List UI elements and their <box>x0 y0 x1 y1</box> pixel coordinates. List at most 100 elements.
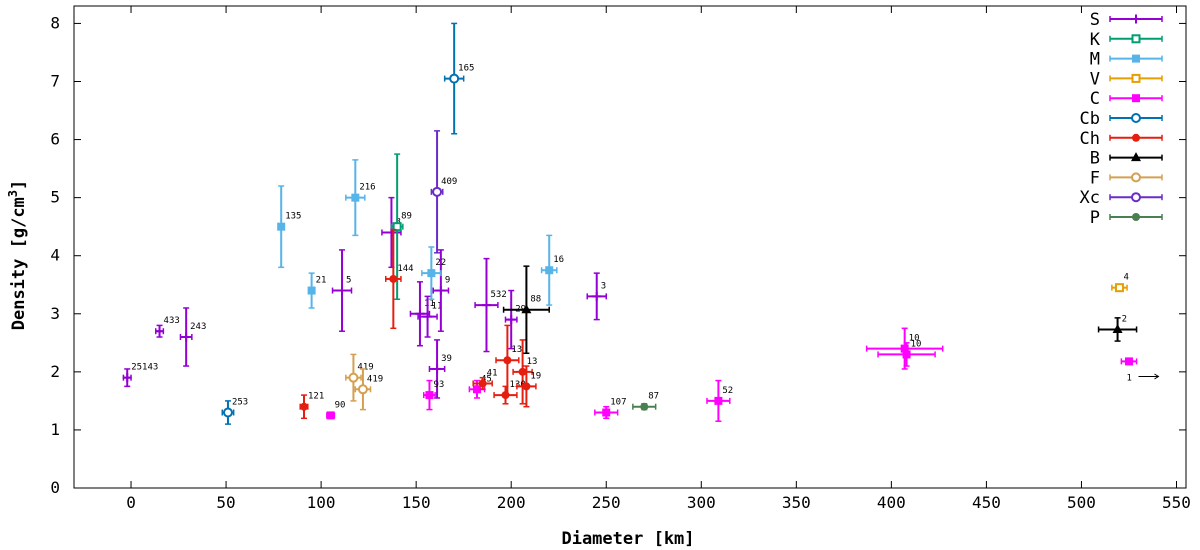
point-label: 253 <box>232 398 248 408</box>
legend-marker <box>1132 213 1140 221</box>
x-tick-label: 150 <box>402 493 431 512</box>
point-marker <box>522 382 531 391</box>
point-label: 22 <box>435 258 446 268</box>
data-point: 2 <box>1097 314 1138 342</box>
data-point: 216 <box>345 159 376 237</box>
data-point: 87 <box>632 392 659 411</box>
y-tick-label: 7 <box>50 71 60 90</box>
legend-label: P <box>1090 208 1100 228</box>
data-point: 93 <box>423 379 444 411</box>
data-point: 52 <box>706 379 733 422</box>
x-tick-label: 550 <box>1162 493 1191 512</box>
point-label: 409 <box>441 177 457 187</box>
legend-label: V <box>1090 69 1100 89</box>
y-tick-label: 6 <box>50 130 60 149</box>
point-label: 135 <box>285 212 301 222</box>
legend-entry-b: B <box>1090 149 1163 169</box>
point-label: 216 <box>359 183 375 193</box>
y-tick-label: 1 <box>50 420 60 439</box>
x-tick-label: 400 <box>877 493 906 512</box>
point-label: 3 <box>601 281 606 291</box>
point-label: 165 <box>458 64 474 74</box>
point-label: 11 <box>424 299 435 309</box>
legend-marker <box>1131 172 1141 183</box>
point-label: 532 <box>490 290 506 300</box>
point-marker <box>348 372 359 383</box>
point-label: 16 <box>553 255 564 265</box>
point-marker <box>472 385 481 394</box>
point-label: 19 <box>530 371 541 381</box>
x-tick-label: 0 <box>126 493 136 512</box>
point-label: 87 <box>648 392 659 402</box>
x-tick-label: 300 <box>687 493 716 512</box>
point-marker <box>436 286 446 296</box>
series-m: 135 21 216 22 16 <box>277 159 564 309</box>
point-marker <box>714 396 723 405</box>
data-point: 10 <box>877 339 936 367</box>
series-xc: 409 <box>430 130 457 254</box>
legend-marker <box>1132 133 1140 142</box>
point-marker <box>1124 357 1133 366</box>
point-marker <box>392 222 402 232</box>
legend-marker <box>1131 152 1141 162</box>
legend-label: F <box>1090 168 1100 188</box>
point-marker <box>521 304 532 314</box>
point-marker <box>181 332 191 342</box>
y-tick-label: 0 <box>50 478 60 497</box>
legend-label: K <box>1090 30 1101 50</box>
point-marker <box>902 350 911 359</box>
legend-entry-p: P <box>1090 208 1163 228</box>
legend-marker <box>1131 73 1141 83</box>
series-cb: 165 253 <box>221 22 474 425</box>
point-marker <box>900 344 909 353</box>
y-tick-label: 8 <box>50 13 60 32</box>
point-label: 88 <box>530 295 541 305</box>
x-tick-label: 450 <box>972 493 1001 512</box>
legend-entry-cb: Cb <box>1080 109 1163 129</box>
legend-label: B <box>1090 149 1100 169</box>
point-marker <box>423 312 433 322</box>
data-point: 11 <box>409 281 435 347</box>
data-point: 107 <box>594 398 627 420</box>
point-marker <box>449 73 460 84</box>
x-tick-label: 350 <box>782 493 811 512</box>
point-marker <box>1112 323 1123 333</box>
legend-marker <box>1132 94 1140 103</box>
legend-label: M <box>1090 50 1100 70</box>
legend-label: Xc <box>1080 188 1100 208</box>
point-label: 52 <box>722 386 733 396</box>
legend-marker <box>1131 34 1141 44</box>
point-marker <box>300 402 309 411</box>
series-ch: 121 144 41 13 13 130 19 <box>299 228 541 420</box>
data-point: 243 <box>179 307 206 367</box>
x-tick-label: 500 <box>1067 493 1096 512</box>
data-point: 130 <box>493 380 526 405</box>
data-point: 409 <box>430 130 457 254</box>
data-point: 90 <box>326 400 345 420</box>
point-marker <box>155 326 165 336</box>
legend-entry-s: S <box>1090 10 1163 30</box>
data-point: 88 <box>502 265 550 355</box>
point-label: 25143 <box>131 363 158 373</box>
series-v: 4 <box>1111 273 1129 293</box>
point-marker <box>307 286 316 295</box>
data-point: 3 <box>586 272 607 321</box>
point-marker <box>478 379 487 388</box>
point-label: 45 <box>481 374 492 384</box>
point-marker <box>503 356 512 365</box>
point-label: 10 <box>909 334 920 344</box>
point-marker <box>432 186 443 197</box>
point-marker <box>351 193 360 202</box>
point-label: 419 <box>357 363 373 373</box>
point-label: 89 <box>401 212 412 222</box>
point-label: 121 <box>308 392 324 402</box>
data-point: 165 <box>443 22 474 135</box>
point-marker <box>222 407 233 418</box>
data-point: 41 <box>472 368 498 391</box>
point-marker <box>432 364 442 374</box>
data-point: 121 <box>299 392 324 420</box>
point-marker <box>389 274 398 283</box>
data-point: 144 <box>384 228 414 330</box>
